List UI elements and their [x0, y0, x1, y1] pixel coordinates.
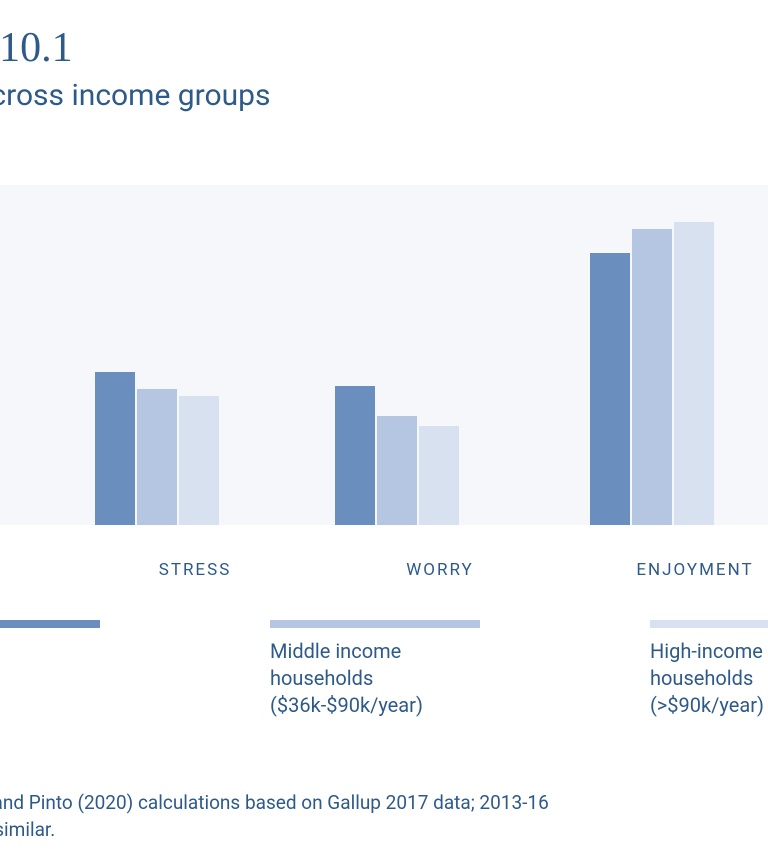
legend-item: High-incomehouseholds(>$90k/year) — [650, 620, 768, 719]
legend-label: r) — [0, 692, 100, 719]
bar — [377, 416, 417, 525]
bar — [674, 222, 714, 525]
bar — [95, 372, 135, 525]
legend-label: High-income — [650, 638, 768, 665]
source-note: aham and Pinto (2020) calculations based… — [0, 790, 549, 843]
legend-label: households — [270, 665, 480, 692]
legend-label: s — [0, 665, 100, 692]
legend-label: ($36k-$90k/year) — [270, 692, 480, 719]
source-line-1: aham and Pinto (2020) calculations based… — [0, 790, 549, 817]
figure-title: eing across income groups — [0, 78, 271, 113]
legend-item: esr) — [0, 620, 100, 719]
legend-label: e — [0, 638, 100, 665]
bar-chart — [0, 185, 768, 525]
x-axis-label: STRESS — [95, 560, 295, 580]
legend-swatch — [650, 620, 768, 628]
legend-label: (>$90k/year) — [650, 692, 768, 719]
bar — [632, 229, 672, 525]
bar-group-enjoyment — [590, 222, 714, 525]
bar — [335, 386, 375, 525]
source-line-2: e very similar. — [0, 817, 549, 844]
legend-item: Middle incomehouseholds($36k-$90k/year) — [270, 620, 480, 719]
bar — [179, 396, 219, 525]
x-axis-label: WORRY — [340, 560, 540, 580]
legend-label: Middle income — [270, 638, 480, 665]
legend-label: households — [650, 665, 768, 692]
bar-group-stress — [95, 372, 219, 525]
bar — [419, 426, 459, 525]
legend-swatch — [270, 620, 480, 628]
figure-number: e 10.1 — [0, 24, 73, 72]
bar — [137, 389, 177, 525]
bar-group-worry — [335, 386, 459, 525]
x-axis-label: ENJOYMENT — [595, 560, 768, 580]
bar — [590, 253, 630, 525]
legend-swatch — [0, 620, 100, 628]
